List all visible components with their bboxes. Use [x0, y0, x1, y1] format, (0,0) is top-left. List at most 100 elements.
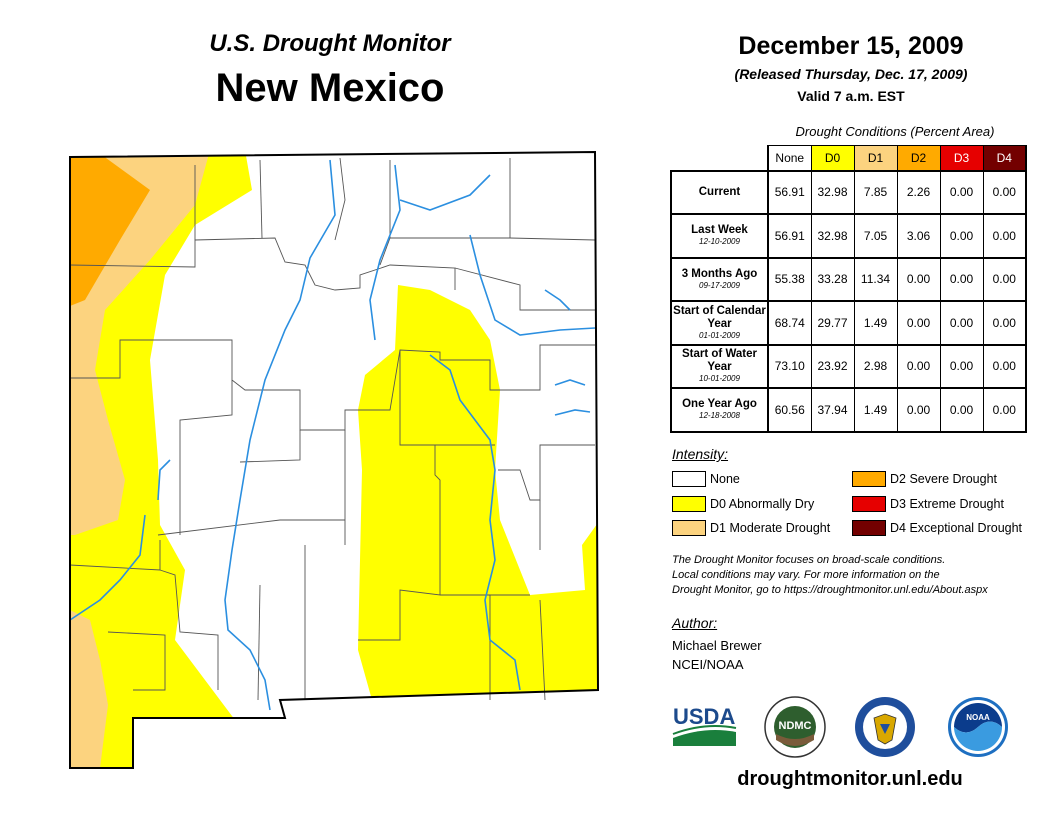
noaa-logo-text: NOAA: [966, 713, 990, 722]
table-cell: 23.92: [810, 343, 855, 389]
table-cell: 0.00: [982, 387, 1027, 433]
table-header-row: None D0 D1 D2 D3 D4: [671, 145, 1027, 172]
table-cell: 0.00: [982, 169, 1027, 215]
table-cell: 0.00: [982, 213, 1027, 258]
table-cell: 2.98: [853, 343, 898, 389]
table-cell: 0.00: [896, 387, 941, 433]
table-caption: Drought Conditions (Percent Area): [795, 124, 995, 139]
table-cell: 55.38: [767, 256, 812, 302]
table-row: Last Week 12-10-2009 56.91 32.98 7.05 3.06 0.0…: [670, 213, 1027, 258]
legend-swatch-d1: [672, 520, 706, 536]
legend-label: D3 Extreme Drought: [890, 497, 1004, 511]
legend-swatch-d2: [852, 471, 886, 487]
state-outline: [69, 150, 600, 769]
table-cell: 0.00: [939, 213, 984, 258]
valid-time: Valid 7 a.m. EST: [797, 88, 905, 104]
table-cell: 0.00: [896, 343, 941, 389]
d1-area-southwest: [70, 605, 108, 768]
legend-item-d0: D0 Abnormally Dry: [672, 496, 814, 512]
legend-label: D4 Exceptional Drought: [890, 521, 1023, 535]
table-cell: 0.00: [939, 169, 984, 215]
disclaimer-note: The Drought Monitor focuses on broad-sca…: [672, 553, 1044, 598]
row-label-text: Last Week: [691, 224, 748, 237]
table-cell: 37.94: [810, 387, 855, 433]
table-cell: 1.49: [853, 300, 898, 345]
released-date: (Released Thursday, Dec. 17, 2009): [734, 66, 968, 82]
row-label: Current: [670, 169, 769, 215]
row-label-date: 10-01-2009: [699, 374, 740, 384]
table-row: Current 56.91 32.98 7.85 2.26 0.00 0.00: [670, 169, 1027, 215]
legend-item-d1: D1 Moderate Drought: [672, 520, 830, 536]
legend-swatch-d4: [852, 520, 886, 536]
table-cell: 3.06: [896, 213, 941, 258]
d0-area-east: [358, 285, 598, 700]
table-cell: 0.00: [982, 300, 1027, 345]
row-label-text: Start of Calendar Year: [673, 304, 766, 330]
legend-swatch-d0: [672, 496, 706, 512]
table-cell: 60.56: [767, 387, 812, 433]
author-label: Author:: [672, 615, 718, 631]
ndmc-logo: NDMC: [764, 696, 826, 758]
table-row: One Year Ago 12-18-2008 60.56 37.94 1.49 0.00…: [670, 387, 1027, 433]
table-row: 3 Months Ago 09-17-2009 55.38 33.28 11.34 0.0…: [670, 256, 1027, 302]
table-cell: 2.26: [896, 169, 941, 215]
website-link[interactable]: droughtmonitor.unl.edu: [737, 768, 963, 790]
row-label-text: One Year Ago: [682, 398, 757, 411]
note-line: Drought Monitor, go to https://droughtmo…: [672, 584, 988, 596]
col-header-d3: D3: [939, 145, 984, 172]
table-cell: 1.49: [853, 387, 898, 433]
legend-title: Intensity:: [672, 446, 729, 462]
row-label-date: 09-17-2009: [699, 280, 740, 290]
row-label-date: 12-10-2009: [699, 237, 740, 247]
row-label: One Year Ago 12-18-2008: [670, 387, 769, 433]
row-label-text: 3 Months Ago: [681, 267, 758, 280]
table-cell: 68.74: [767, 300, 812, 345]
legend-swatch-d3: [852, 496, 886, 512]
table-cell: 0.00: [896, 256, 941, 302]
row-label: Start of Calendar Year 01-01-2009: [670, 300, 769, 345]
table-cell: 56.91: [767, 169, 812, 215]
row-label-date: 01-01-2009: [699, 330, 740, 340]
note-line: The Drought Monitor focuses on broad-sca…: [672, 554, 946, 566]
col-header-d0: D0: [810, 145, 855, 172]
table-cell: 32.98: [810, 169, 855, 215]
table-cell: 0.00: [939, 387, 984, 433]
d2-area: [70, 152, 150, 310]
rivers: [69, 159, 596, 711]
state-title: New Mexico: [215, 66, 445, 110]
row-label: Start of Water Year 10-01-2009: [670, 343, 769, 389]
row-label-date: 12-18-2008: [699, 411, 740, 421]
noaa-logo: NOAA: [948, 697, 1008, 757]
legend-item-d3: D3 Extreme Drought: [852, 496, 1004, 512]
legend-swatch-none: [672, 471, 706, 487]
author-org: NCEI/NOAA: [672, 657, 744, 672]
table-cell: 32.98: [810, 213, 855, 258]
conditions-table: None D0 D1 D2 D3 D4 Current 56.91 32.98 7.8…: [670, 145, 1027, 433]
map-title: U.S. Drought Monitor: [209, 30, 451, 57]
usda-logo: USDA: [672, 704, 737, 746]
table-cell: 7.05: [853, 213, 898, 258]
date-title: December 15, 2009: [738, 32, 964, 60]
table-cell: 0.00: [982, 343, 1027, 389]
col-header-d1: D1: [853, 145, 898, 172]
table-row: Start of Calendar Year 01-01-2009 68.74 29.…: [670, 300, 1027, 345]
legend-label: D0 Abnormally Dry: [710, 497, 815, 511]
table-cell: 0.00: [939, 256, 984, 302]
drought-map: [69, 150, 600, 769]
legend-label: D1 Moderate Drought: [710, 521, 831, 535]
table-cell: 0.00: [982, 256, 1027, 302]
table-cell: 29.77: [810, 300, 855, 345]
row-label-text: Start of Water Year: [682, 348, 757, 374]
table-cell: 11.34: [853, 256, 898, 302]
table-cell: 0.00: [939, 343, 984, 389]
usda-logo-text: USDA: [673, 704, 735, 729]
note-line: Local conditions may vary. For more info…: [672, 569, 940, 581]
row-label: 3 Months Ago 09-17-2009: [670, 256, 769, 302]
author-name: Michael Brewer: [672, 638, 762, 653]
table-row: Start of Water Year 10-01-2009 73.10 23.92 2…: [670, 343, 1027, 389]
legend-item-d2: D2 Severe Drought: [852, 471, 997, 487]
row-label-text: Current: [698, 185, 741, 198]
table-cell: 7.85: [853, 169, 898, 215]
table-cell: 56.91: [767, 213, 812, 258]
legend-item-d4: D4 Exceptional Drought: [852, 520, 1022, 536]
